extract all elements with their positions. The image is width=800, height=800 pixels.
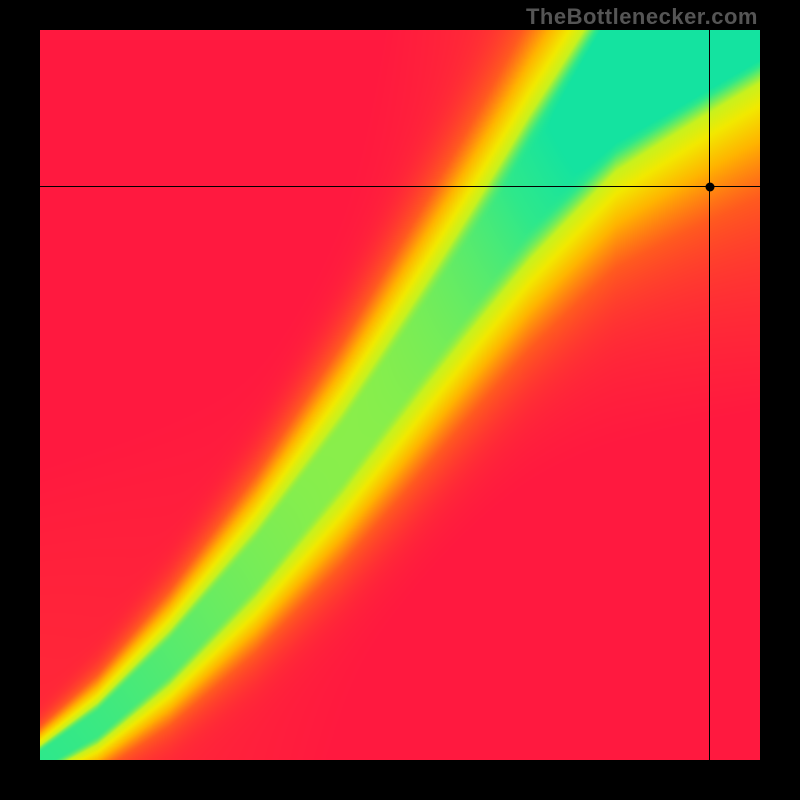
heatmap-canvas: [40, 30, 760, 760]
crosshair-horizontal: [40, 186, 760, 187]
crosshair-marker-dot: [705, 182, 714, 191]
heatmap-plot: [40, 30, 760, 760]
watermark-text: TheBottlenecker.com: [526, 4, 758, 30]
crosshair-vertical: [709, 30, 710, 760]
